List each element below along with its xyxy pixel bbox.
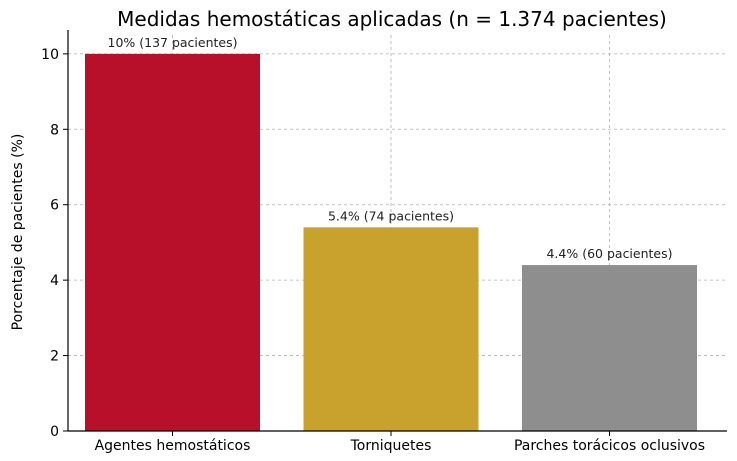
y-tick-label: 8 — [50, 122, 59, 138]
x-tick-label: Agentes hemostáticos — [95, 438, 251, 454]
data-label-2: 5.4% (74 pacientes) — [328, 208, 454, 223]
data-label-1: 10% (137 pacientes) — [108, 35, 238, 50]
x-tick-label: Torniquetes — [350, 438, 432, 454]
data-label-3: 4.4% (60 pacientes) — [546, 246, 672, 261]
axes: 0 2 4 6 8 10 Agentes hemostáticos Torniquetes Pa… — [41, 30, 727, 454]
bar-2 — [303, 227, 479, 431]
y-tick-label: 2 — [50, 349, 59, 365]
data-labels: 10% (137 pacientes) 5.4% (74 pacientes) 4.… — [108, 35, 673, 261]
bar-3 — [522, 265, 697, 431]
y-tick-label: 10 — [41, 47, 59, 63]
y-axis-label: Porcentaje de pacientes (%) — [10, 134, 26, 331]
x-tick-label: Parches torácicos oclusivos — [514, 438, 705, 454]
chart-title: Medidas hemostáticas aplicadas (n = 1.37… — [117, 7, 667, 31]
bar-1 — [85, 53, 260, 431]
y-tick-label: 4 — [50, 273, 59, 289]
bars — [85, 53, 697, 431]
y-tick-label: 0 — [50, 424, 59, 440]
y-tick-label: 6 — [50, 198, 59, 214]
